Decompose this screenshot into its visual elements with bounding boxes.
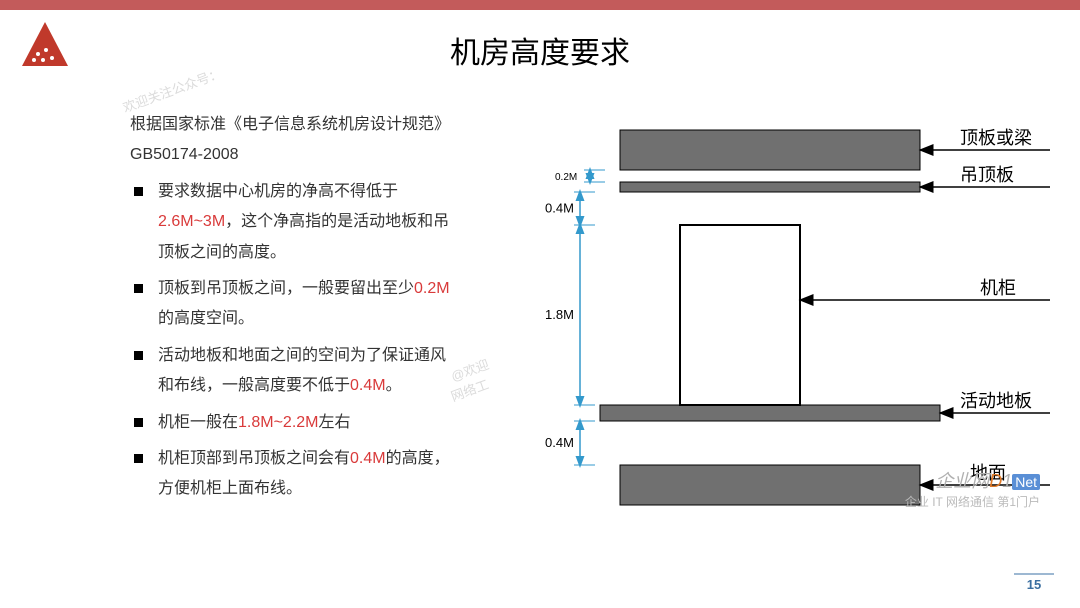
highlight-text: 0.2M: [414, 280, 450, 297]
highlight-text: 0.4M: [350, 450, 386, 467]
brand-text: 企业网: [935, 471, 989, 491]
slide-border-top: [0, 0, 1080, 10]
page-number: 15: [1014, 573, 1054, 592]
svg-text:0.4M: 0.4M: [545, 201, 574, 216]
bullet-item: 要求数据中心机房的净高不得低于2.6M~3M，这个净高指的是活动地板和吊顶板之间…: [154, 177, 450, 268]
intro-text: 根据国家标准《电子信息系统机房设计规范》GB50174-2008: [130, 110, 450, 171]
bullet-item: 机柜一般在1.8M~2.2M左右: [154, 408, 450, 438]
svg-text:机柜: 机柜: [980, 278, 1016, 298]
text-column: 根据国家标准《电子信息系统机房设计规范》GB50174-2008 要求数据中心机…: [0, 100, 460, 570]
bullet-list: 要求数据中心机房的净高不得低于2.6M~3M，这个净高指的是活动地板和吊顶板之间…: [130, 177, 450, 505]
page-title: 机房高度要求: [0, 28, 1080, 72]
svg-text:活动地板: 活动地板: [960, 391, 1032, 411]
content-area: 根据国家标准《电子信息系统机房设计规范》GB50174-2008 要求数据中心机…: [0, 100, 1080, 570]
highlight-text: 1.8M~2.2M: [238, 414, 318, 431]
svg-text:顶板或梁: 顶板或梁: [960, 128, 1032, 148]
bullet-item: 活动地板和地面之间的空间为了保证通风和布线，一般高度要不低于0.4M。: [154, 341, 450, 402]
svg-text:0.2M: 0.2M: [555, 172, 577, 183]
bullet-item: 顶板到吊顶板之间，一般要留出至少0.2M的高度空间。: [154, 274, 450, 335]
diagram-column: @欢迎 网络工 0.2M0.4M1.8M0.4M顶板或梁吊顶板机柜活动地板地面 …: [460, 100, 1080, 570]
brand-subtext: 企业 IT 网络通信 第1门户: [905, 493, 1040, 510]
svg-text:0.4M: 0.4M: [545, 435, 574, 450]
attribution: 企业网D1Net 企业 IT 网络通信 第1门户: [905, 467, 1040, 510]
svg-text:吊顶板: 吊顶板: [960, 165, 1014, 185]
highlight-text: 2.6M~3M: [158, 213, 225, 230]
bullet-item: 机柜顶部到吊顶板之间会有0.4M的高度，方便机柜上面布线。: [154, 444, 450, 505]
svg-text:1.8M: 1.8M: [545, 307, 574, 322]
highlight-text: 0.4M: [350, 377, 386, 394]
